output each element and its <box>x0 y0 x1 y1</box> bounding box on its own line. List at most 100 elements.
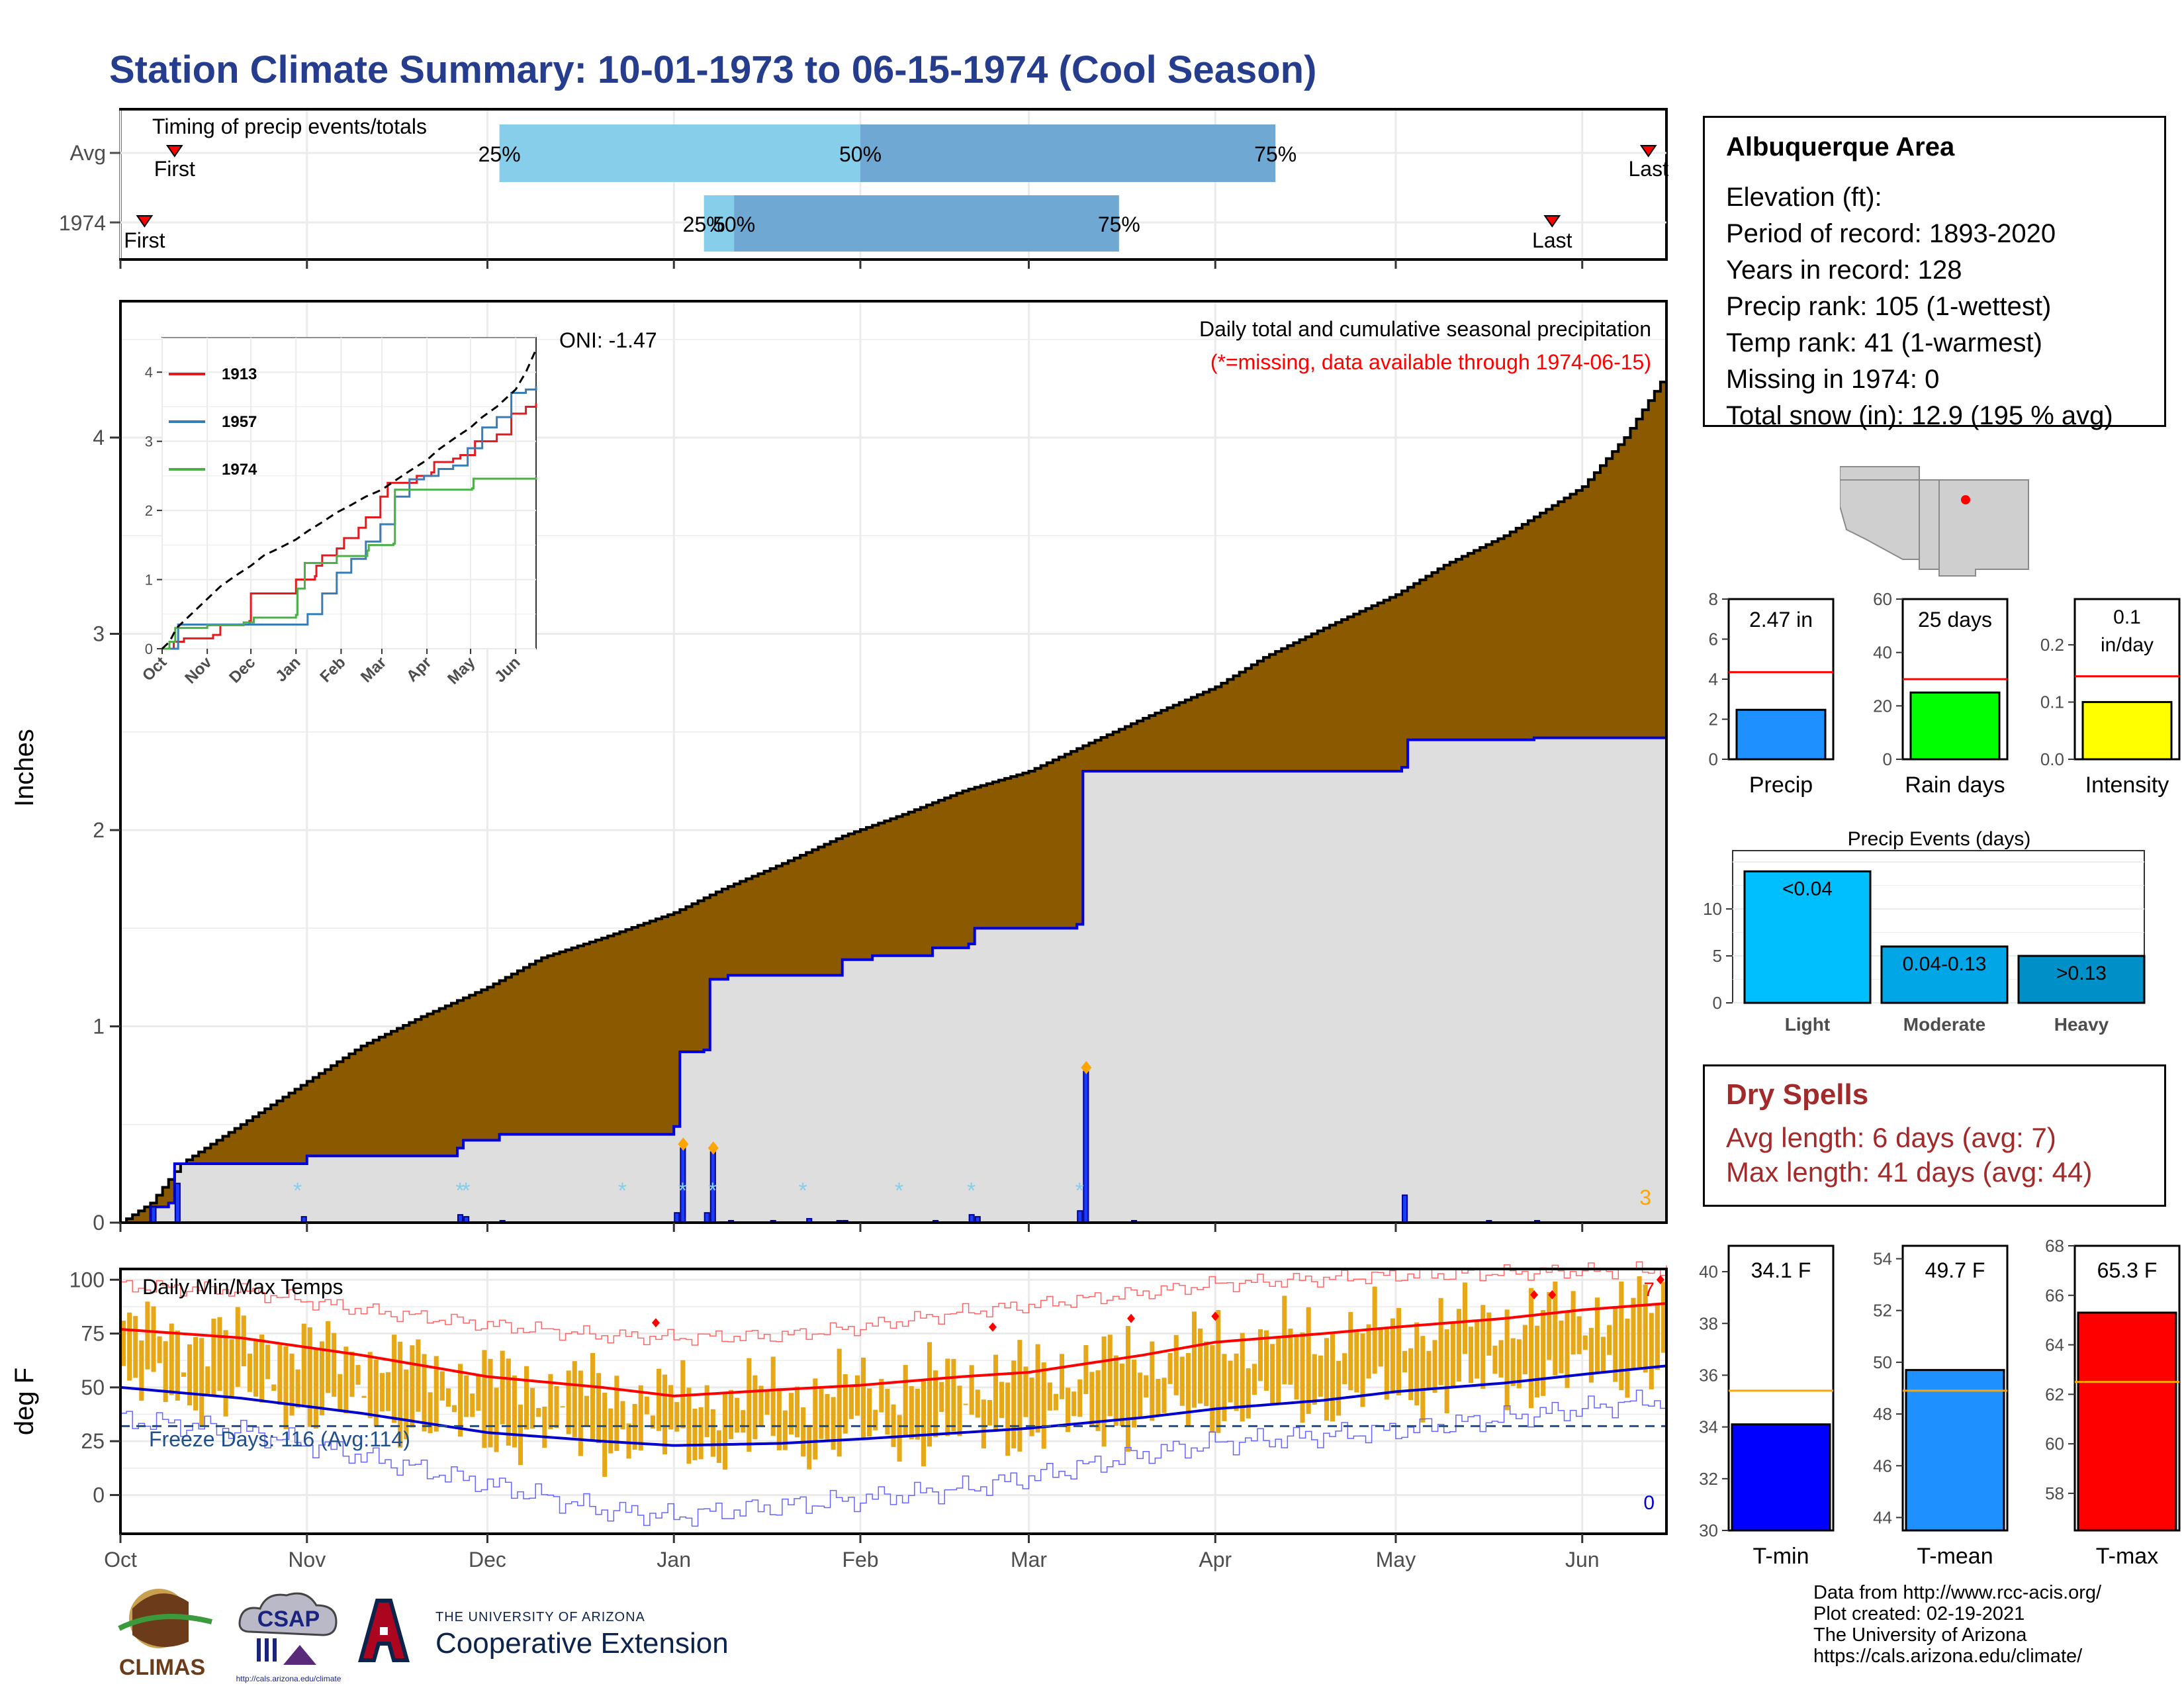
daily-temp-range-bar <box>439 1371 445 1401</box>
daily-temp-range-bar <box>1432 1340 1437 1393</box>
daily-temp-range-bar <box>801 1407 806 1457</box>
daily-temp-range-bar <box>873 1409 878 1430</box>
inset-x-tick-label: Apr <box>403 653 435 685</box>
daily-temp-range-bar <box>1216 1310 1221 1433</box>
temp-bar-value-label-1: 49.7 F <box>1925 1258 1985 1282</box>
timing-panel: Timing of precip events/totals Avg 1974 … <box>59 108 1668 269</box>
ua-line2: Cooperative Extension <box>435 1627 729 1660</box>
temperature-bar-charts: 40 38 36 34 32 30 34.1 F T-min 54 52 50 48 46 44 49.7 … <box>1699 1236 2181 1569</box>
daily-temp-range-bar <box>602 1392 608 1477</box>
daily-temp-range-bar <box>686 1387 692 1464</box>
events-title: Precip Events (days) <box>1848 828 2031 850</box>
daily-temp-range-bar <box>289 1353 295 1416</box>
record-low-count: 0 <box>1643 1492 1655 1514</box>
timing-last-marker <box>1639 145 1657 158</box>
observed-cumulative-area <box>120 735 1666 1223</box>
precip-y-tick-label: 0 <box>93 1211 105 1235</box>
month-x-tick-label: Apr <box>1199 1548 1232 1571</box>
inset-x-tick-label: Mar <box>357 653 390 686</box>
record-high-marker <box>1211 1311 1220 1321</box>
daily-temp-range-bar <box>175 1331 180 1401</box>
daily-temp-range-bar <box>1066 1387 1071 1432</box>
inset-y-tick-label: 0 <box>145 641 153 657</box>
mini-bar-label-0: Precip <box>1749 773 1813 798</box>
missing-data-marker: * <box>895 1178 903 1203</box>
daily-temp-range-bar <box>1408 1348 1414 1400</box>
daily-temp-range-bar <box>422 1354 427 1432</box>
timing-label: Timing of precip events/totals <box>152 115 427 138</box>
info-missing: Missing in 1974: 0 <box>1726 365 1940 394</box>
mini-bar-value-label-1: 25 days <box>1918 608 1992 632</box>
inset-y-tick-label: 3 <box>145 434 153 450</box>
record-high-marker <box>1656 1275 1664 1285</box>
station-info-box: Albuquerque Area Elevation (ft): Period … <box>1703 116 2166 430</box>
daily-temp-range-bar <box>825 1393 830 1440</box>
daily-temp-range-bar <box>1270 1344 1275 1405</box>
precip-y-label: Inches <box>10 729 39 807</box>
daily-temp-range-bar <box>326 1321 331 1393</box>
daily-temp-range-bar <box>1414 1322 1420 1406</box>
record-high-marker <box>651 1318 660 1328</box>
mini-bar-tick-label: 20 <box>1873 696 1892 716</box>
daily-temp-range-bar <box>939 1382 944 1413</box>
info-years: Years in record: 128 <box>1726 256 1962 285</box>
mini-bar-tick-label: 6 <box>1709 630 1718 649</box>
daily-temp-range-bar <box>861 1357 866 1439</box>
events-y-tick-label: 10 <box>1703 899 1722 919</box>
month-x-tick-label: May <box>1376 1548 1416 1571</box>
inset-x-tick-label: May <box>444 653 479 688</box>
daily-temp-range-bar <box>770 1356 776 1436</box>
daily-temp-range-bar <box>1167 1352 1173 1384</box>
daily-temp-range-bar <box>1257 1329 1263 1382</box>
daily-temp-range-bar <box>716 1430 721 1463</box>
daily-temp-range-bar <box>1240 1333 1245 1422</box>
month-x-tick-label: Oct <box>104 1548 137 1571</box>
daily-temp-range-bar <box>1613 1307 1618 1382</box>
timing-first-marker <box>136 215 154 228</box>
daily-temp-range-bar <box>993 1354 999 1430</box>
inset-x-tick-label: Jun <box>491 653 523 686</box>
daily-temp-range-bar <box>1582 1335 1588 1350</box>
credit-url: https://cals.arizona.edu/climate/ <box>1813 1646 2083 1667</box>
timing-first-marker <box>165 145 183 158</box>
snow-event-marker <box>678 1137 689 1151</box>
daily-temp-range-bar <box>1294 1334 1299 1400</box>
daily-temp-range-bar <box>722 1394 728 1470</box>
snow-event-marker <box>707 1141 719 1155</box>
temp-bar-tick-label: 52 <box>1873 1301 1892 1321</box>
daily-temp-range-bar <box>662 1374 668 1455</box>
missing-data-marker: * <box>1075 1178 1084 1203</box>
credits: Data from http://www.rcc-acis.org/ Plot … <box>1813 1582 2101 1667</box>
mini-bar-tick-label: 4 <box>1709 669 1718 689</box>
timing-last-marker <box>1543 215 1561 228</box>
daily-temp-range-bar <box>1071 1391 1077 1417</box>
month-x-tick-label: Mar <box>1011 1548 1047 1571</box>
daily-temp-range-bar <box>963 1403 968 1405</box>
observed-cumulative-line <box>120 735 1668 1224</box>
daily-temp-range-bar <box>735 1397 740 1433</box>
daily-temp-range-bar <box>199 1338 205 1427</box>
daily-temp-range-bar <box>410 1345 415 1428</box>
daily-temp-range-bar <box>819 1388 824 1439</box>
daily-temp-range-bar <box>1318 1355 1323 1397</box>
daily-temp-range-bar <box>831 1397 836 1450</box>
daily-temp-range-bar <box>1156 1378 1161 1417</box>
inset-y-tick-label: 4 <box>145 364 153 381</box>
daily-temp-range-bar <box>1516 1339 1522 1389</box>
daily-temp-range-bar <box>500 1350 505 1425</box>
mini-bar-value-label-2: in/day <box>2101 634 2154 656</box>
daily-temp-range-bar <box>506 1358 511 1446</box>
inset-y-tick-label: 1 <box>145 572 153 588</box>
daily-temp-range-bar <box>614 1376 619 1451</box>
daily-temp-range-bar <box>1204 1341 1209 1407</box>
temp-bar-tick-label: 60 <box>2045 1434 2064 1454</box>
daily-temp-range-bar <box>1029 1378 1034 1436</box>
daily-temp-range-bar <box>1528 1288 1534 1409</box>
daily-temp-range-bar <box>1191 1311 1197 1408</box>
daily-temp-range-bar <box>1077 1379 1083 1417</box>
timing-q25-label: 25% <box>683 212 725 236</box>
daily-temp-range-bar <box>764 1389 770 1415</box>
daily-temp-range-bar <box>1366 1324 1371 1379</box>
timing-q75-label: 75% <box>1098 212 1140 236</box>
